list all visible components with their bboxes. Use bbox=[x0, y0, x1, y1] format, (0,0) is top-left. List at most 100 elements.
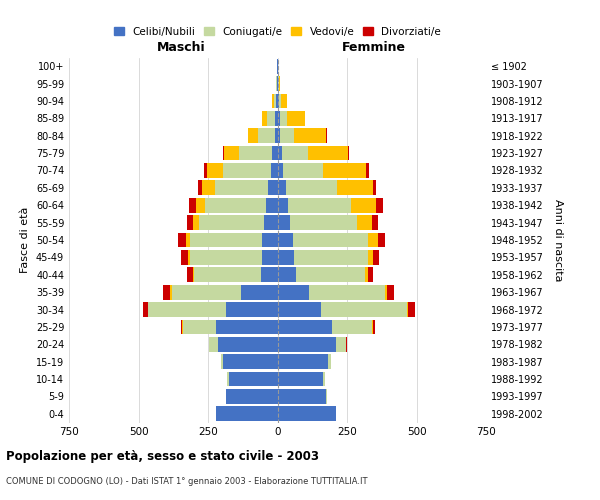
Bar bbox=[277, 163, 283, 178]
Text: COMUNE DI CODOGNO (LO) - Dati ISTAT 1° gennaio 2003 - Elaborazione TUTTITALIA.IT: COMUNE DI CODOGNO (LO) - Dati ISTAT 1° g… bbox=[6, 478, 367, 486]
Bar bbox=[277, 337, 347, 351]
Bar bbox=[194, 268, 277, 282]
Bar bbox=[267, 111, 277, 126]
Bar bbox=[277, 232, 368, 248]
Bar bbox=[204, 163, 277, 178]
Bar bbox=[229, 372, 277, 386]
Bar bbox=[277, 372, 325, 386]
Bar bbox=[277, 302, 408, 317]
Bar bbox=[226, 389, 277, 404]
Bar bbox=[143, 302, 277, 317]
Bar bbox=[277, 180, 373, 195]
Bar bbox=[183, 320, 277, 334]
Bar bbox=[277, 302, 407, 317]
Bar bbox=[277, 215, 378, 230]
Bar bbox=[277, 320, 332, 334]
Bar bbox=[277, 198, 288, 212]
Bar bbox=[187, 268, 277, 282]
Bar bbox=[218, 337, 277, 351]
Bar bbox=[239, 146, 277, 160]
Bar bbox=[181, 320, 277, 334]
Bar bbox=[277, 76, 280, 91]
Bar bbox=[277, 198, 350, 212]
Bar bbox=[277, 215, 372, 230]
Bar bbox=[277, 268, 296, 282]
Bar bbox=[258, 128, 277, 143]
Bar bbox=[226, 302, 277, 317]
Bar bbox=[172, 285, 277, 300]
Bar bbox=[277, 389, 327, 404]
Bar bbox=[193, 215, 277, 230]
Bar bbox=[193, 268, 277, 282]
Bar bbox=[199, 215, 277, 230]
Bar bbox=[277, 146, 349, 160]
Bar bbox=[277, 94, 287, 108]
Bar bbox=[148, 302, 277, 317]
Bar bbox=[264, 215, 277, 230]
Bar bbox=[277, 232, 293, 248]
Bar bbox=[274, 94, 277, 108]
Bar bbox=[277, 128, 327, 143]
Text: Popolazione per età, sesso e stato civile - 2003: Popolazione per età, sesso e stato civil… bbox=[6, 450, 319, 463]
Bar bbox=[262, 232, 277, 248]
Bar bbox=[277, 146, 308, 160]
Y-axis label: Anni di nascita: Anni di nascita bbox=[553, 198, 563, 281]
Bar bbox=[277, 354, 331, 369]
Bar bbox=[277, 337, 346, 351]
Bar bbox=[227, 372, 277, 386]
Bar bbox=[277, 94, 281, 108]
Bar bbox=[277, 285, 387, 300]
Bar bbox=[276, 76, 277, 91]
Bar bbox=[272, 94, 277, 108]
Bar bbox=[277, 285, 385, 300]
Bar bbox=[202, 180, 277, 195]
Bar bbox=[181, 250, 277, 265]
Bar bbox=[261, 268, 277, 282]
Bar bbox=[277, 111, 305, 126]
Bar bbox=[215, 180, 277, 195]
Bar bbox=[277, 232, 377, 248]
Bar bbox=[248, 128, 277, 143]
Bar bbox=[277, 389, 326, 404]
Bar bbox=[277, 128, 280, 143]
Bar bbox=[277, 250, 294, 265]
Bar bbox=[190, 198, 277, 212]
Bar bbox=[170, 285, 277, 300]
Bar bbox=[223, 163, 277, 178]
Bar bbox=[277, 111, 280, 126]
Bar bbox=[221, 354, 277, 369]
Bar bbox=[277, 94, 287, 108]
Y-axis label: Fasce di età: Fasce di età bbox=[20, 207, 30, 273]
Bar bbox=[277, 163, 367, 178]
Bar bbox=[277, 372, 325, 386]
Bar bbox=[277, 163, 323, 178]
Bar bbox=[209, 337, 277, 351]
Bar bbox=[188, 250, 277, 265]
Bar bbox=[217, 320, 277, 334]
Bar bbox=[277, 406, 337, 421]
Bar bbox=[277, 302, 415, 317]
Bar bbox=[276, 76, 277, 91]
Bar bbox=[227, 372, 277, 386]
Bar bbox=[277, 268, 368, 282]
Bar bbox=[186, 232, 277, 248]
Bar bbox=[272, 94, 277, 108]
Bar bbox=[277, 59, 278, 74]
Bar bbox=[277, 128, 294, 143]
Bar bbox=[277, 389, 327, 404]
Bar bbox=[163, 285, 277, 300]
Bar bbox=[262, 111, 277, 126]
Bar bbox=[241, 285, 277, 300]
Bar bbox=[271, 163, 277, 178]
Bar bbox=[277, 128, 326, 143]
Bar bbox=[277, 215, 357, 230]
Bar bbox=[216, 406, 277, 421]
Bar bbox=[227, 372, 277, 386]
Bar bbox=[248, 128, 277, 143]
Bar bbox=[206, 163, 277, 178]
Bar bbox=[277, 250, 368, 265]
Bar bbox=[277, 320, 375, 334]
Legend: Celibi/Nubili, Coniugati/e, Vedovi/e, Divorziati/e: Celibi/Nubili, Coniugati/e, Vedovi/e, Di… bbox=[110, 22, 445, 41]
Bar bbox=[277, 180, 376, 195]
Bar bbox=[277, 232, 385, 248]
